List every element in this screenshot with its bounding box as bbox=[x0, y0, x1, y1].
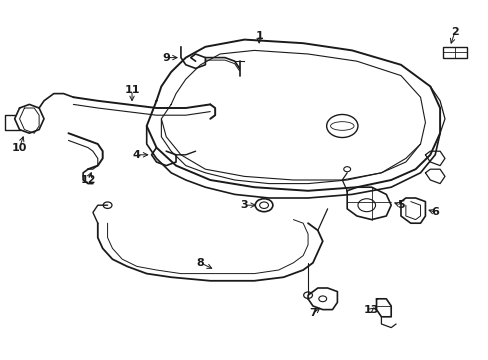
Text: 9: 9 bbox=[162, 53, 170, 63]
Text: 6: 6 bbox=[430, 207, 438, 217]
Text: 4: 4 bbox=[133, 150, 141, 160]
Text: 3: 3 bbox=[240, 200, 248, 210]
Text: 7: 7 bbox=[308, 308, 316, 318]
Text: 11: 11 bbox=[124, 85, 140, 95]
Text: 1: 1 bbox=[255, 31, 263, 41]
Text: 2: 2 bbox=[450, 27, 458, 37]
Text: 12: 12 bbox=[80, 175, 96, 185]
Text: 10: 10 bbox=[12, 143, 27, 153]
Text: 13: 13 bbox=[363, 305, 379, 315]
Text: 5: 5 bbox=[396, 200, 404, 210]
Text: 8: 8 bbox=[196, 258, 204, 268]
